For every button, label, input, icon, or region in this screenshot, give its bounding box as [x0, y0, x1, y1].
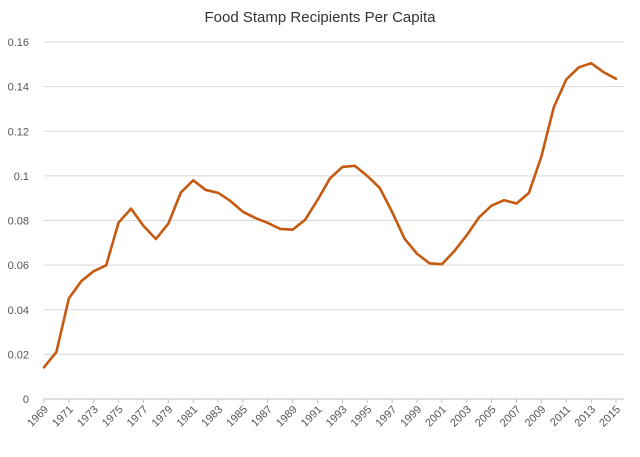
x-tick-label: 1975	[100, 404, 126, 430]
y-axis-tick-labels: 0 0.02 0.04 0.06 0.08 0.1 0.12 0.14 0.16	[8, 37, 29, 406]
x-tick-label: 2005	[473, 404, 499, 430]
x-tick-label: 2015	[597, 404, 623, 430]
x-tick-label: 2013	[572, 404, 598, 430]
x-tick-label: 1973	[75, 404, 101, 430]
y-tick-label: 0.08	[8, 216, 29, 228]
series-layer	[42, 61, 618, 369]
y-tick-label: 0.04	[8, 305, 29, 317]
x-tick-label: 2011	[548, 404, 573, 429]
x-tick-label: 1977	[125, 404, 151, 430]
x-tick-label: 1993	[324, 404, 350, 430]
x-tick-label: 2007	[498, 404, 524, 430]
x-tick-label: 1971	[50, 404, 76, 430]
x-tick-label: 1997	[373, 404, 399, 430]
y-tick-label: 0.14	[8, 82, 29, 94]
x-tick-label: 2009	[523, 404, 549, 430]
x-tick-label: 1979	[150, 404, 176, 430]
x-tick-label: 2001	[423, 404, 449, 430]
x-tick-label: 1985	[224, 404, 250, 430]
y-tick-label: 0.06	[8, 260, 29, 272]
x-tick-label: 2003	[448, 404, 474, 430]
x-tick-label: 1969	[25, 404, 51, 430]
y-tick-label: 0.16	[8, 37, 29, 49]
series-line-0	[42, 61, 618, 369]
gridlines	[43, 41, 624, 403]
x-tick-label: 1987	[249, 404, 275, 430]
y-tick-label: 0.12	[8, 126, 29, 138]
x-tick-label: 1995	[349, 404, 375, 430]
x-tick-label: 1983	[199, 404, 225, 430]
chart-title: Food Stamp Recipients Per Capita	[204, 9, 436, 26]
x-tick-label: 1989	[274, 404, 300, 430]
x-tick-label: 1999	[398, 404, 424, 430]
x-tick-label: 1981	[175, 404, 201, 430]
x-tick-label: 1991	[299, 404, 325, 430]
y-tick-label: 0	[23, 394, 29, 406]
y-tick-label: 0.02	[8, 349, 29, 361]
x-axis-tick-labels: 1969 1971 1973 1975 1977 1979 1981 1983 1985 1987…	[25, 404, 623, 430]
y-tick-label: 0.1	[14, 171, 29, 183]
